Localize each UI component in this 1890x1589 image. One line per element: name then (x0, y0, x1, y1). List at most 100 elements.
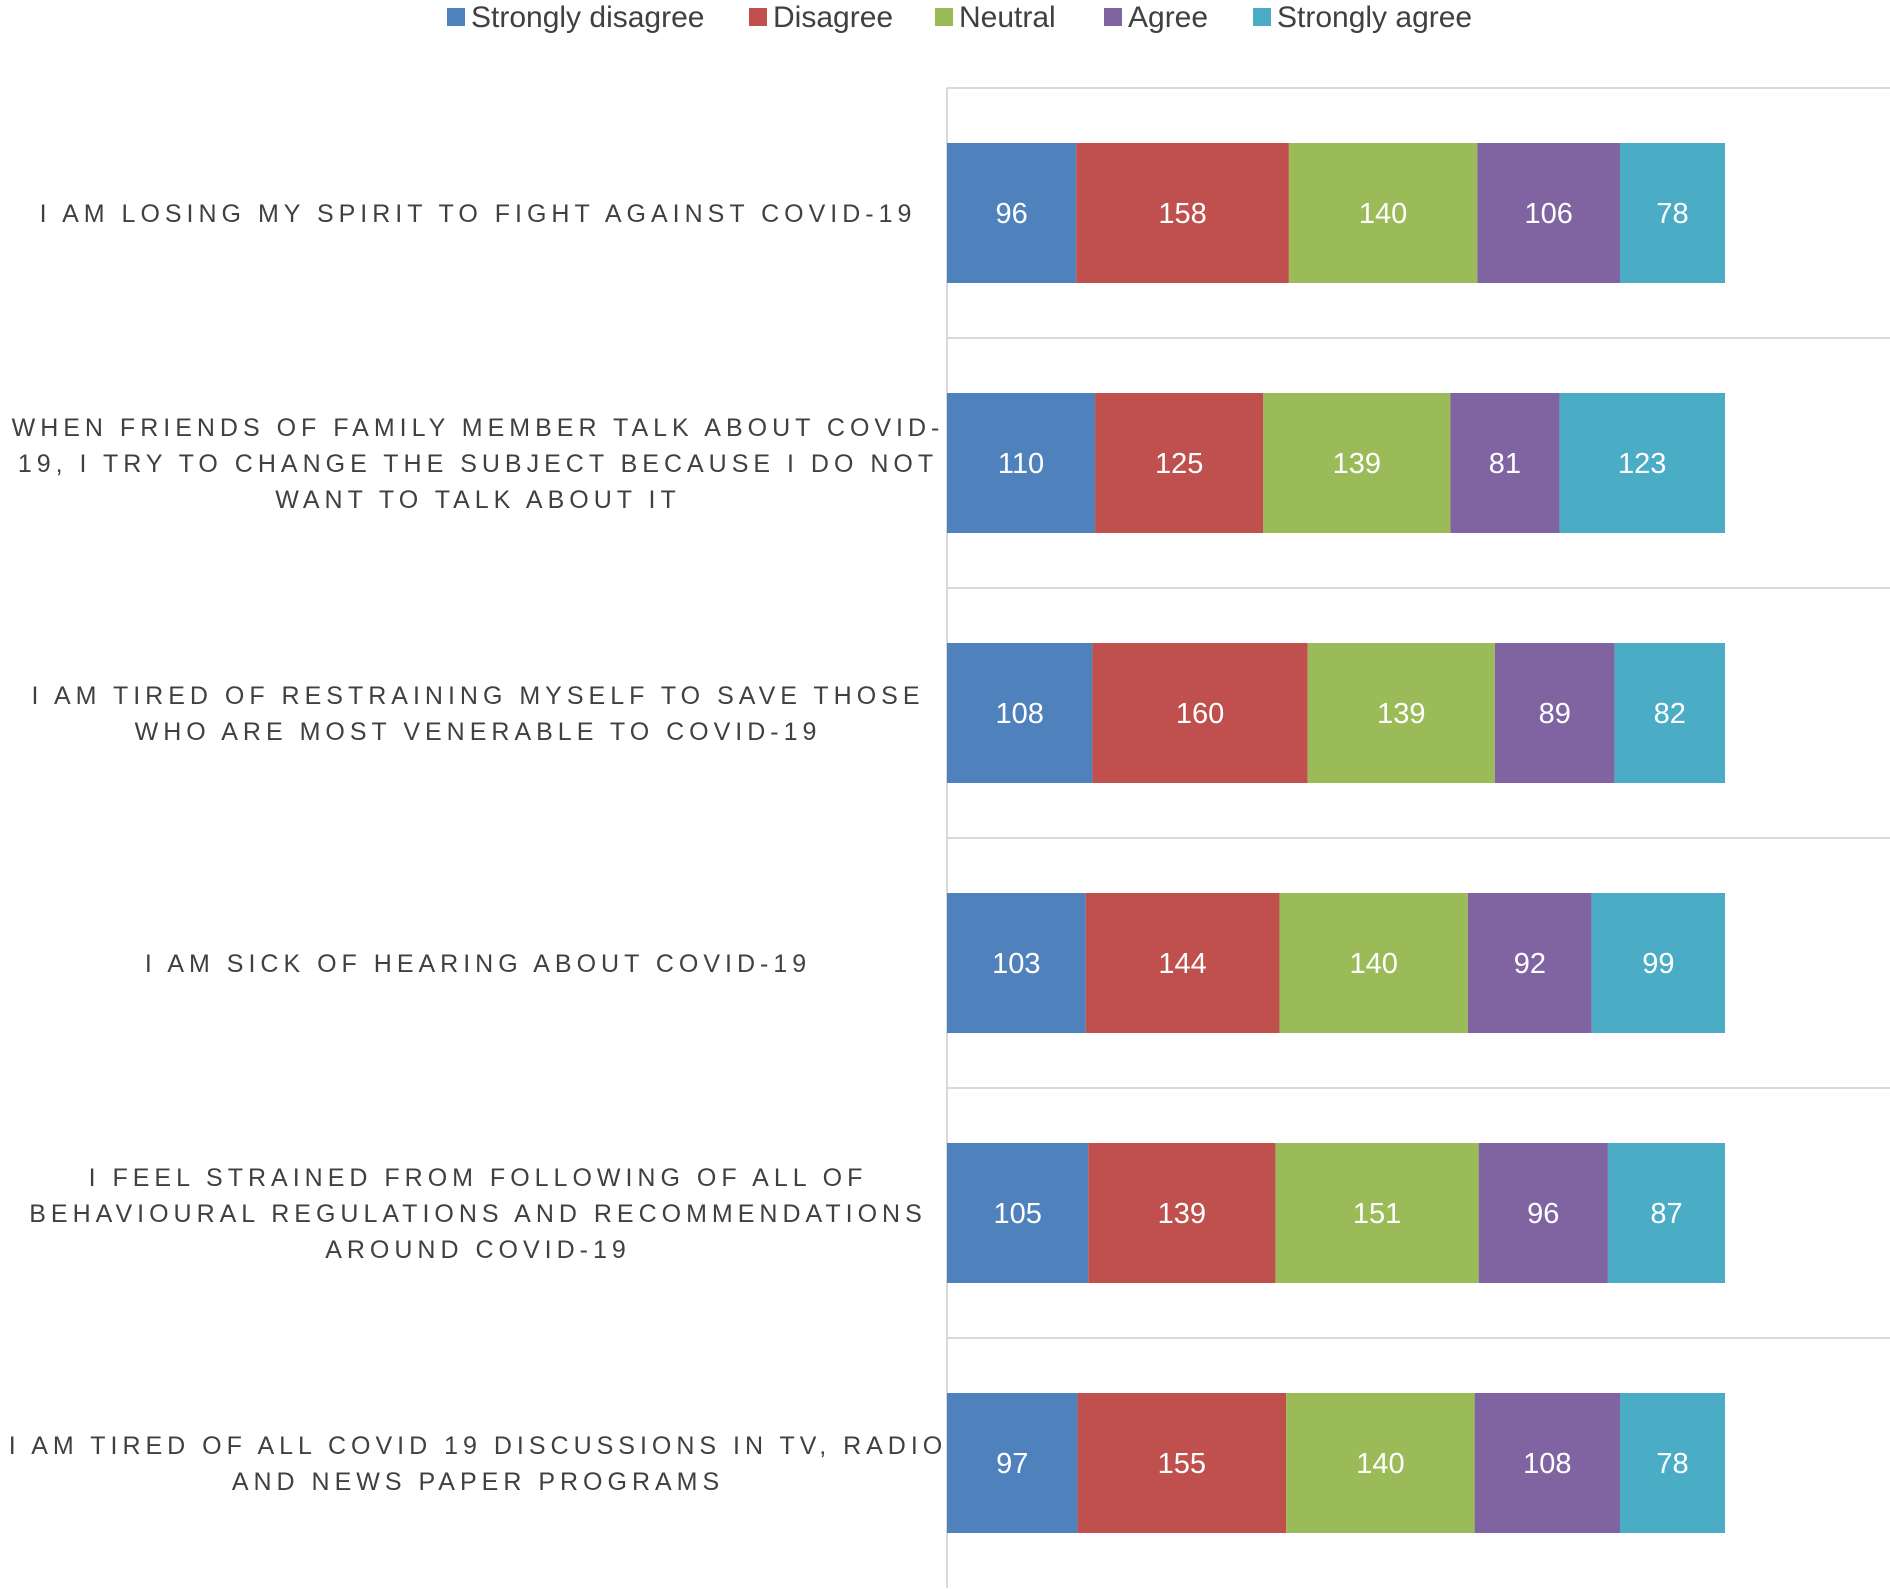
bar-row: 108 160 139 89 82 (947, 643, 1725, 783)
legend-swatch (1253, 8, 1271, 26)
data-label: 155 (1158, 1448, 1206, 1480)
legend-label: Agree (1128, 1, 1208, 34)
data-label: 139 (1333, 448, 1381, 480)
category-label-line: 19, I TRY TO CHANGE THE SUBJECT BECAUSE … (18, 450, 938, 478)
bar-row: 97 155 140 108 78 (947, 1393, 1725, 1533)
data-label: 140 (1359, 198, 1407, 230)
bar-segment (1607, 1143, 1725, 1283)
data-label: 151 (1353, 1198, 1401, 1230)
data-label: 140 (1349, 948, 1397, 980)
bar-segment (1591, 893, 1725, 1033)
data-label: 78 (1656, 1448, 1688, 1480)
data-label: 96 (995, 198, 1027, 230)
bar-segment (947, 143, 1077, 283)
data-label: 108 (995, 698, 1043, 730)
data-label: 123 (1618, 448, 1666, 480)
bar-segment (1279, 893, 1468, 1033)
bar-segment (1307, 643, 1495, 783)
data-label: 78 (1656, 198, 1688, 230)
bar-segment (1275, 1143, 1479, 1283)
data-label: 96 (1527, 1198, 1559, 1230)
bar-segment (1095, 393, 1264, 533)
category-label-line: I AM TIRED OF ALL COVID 19 DISCUSSIONS I… (9, 1432, 948, 1460)
legend-swatch (1104, 8, 1122, 26)
category-label: I AM TIRED OF ALL COVID 19 DISCUSSIONS I… (9, 1432, 948, 1496)
bar-segment (947, 643, 1093, 783)
data-label: 139 (1158, 1198, 1206, 1230)
data-label: 160 (1176, 698, 1224, 730)
category-label: I AM SICK OF HEARING ABOUT COVID-19 (145, 950, 811, 978)
bar-segment (1559, 393, 1725, 533)
category-label: I AM LOSING MY SPIRIT TO FIGHT AGAINST C… (40, 200, 917, 228)
data-label: 139 (1377, 698, 1425, 730)
category-label-line: WHO ARE MOST VENERABLE TO COVID-19 (135, 718, 822, 746)
data-label: 144 (1158, 948, 1206, 980)
legend-swatch (447, 8, 465, 26)
bar-segment (1450, 393, 1560, 533)
legend-label: Strongly agree (1277, 1, 1472, 34)
data-label: 140 (1356, 1448, 1404, 1480)
data-label: 110 (998, 448, 1044, 480)
bar-segment (1620, 143, 1725, 283)
data-label: 158 (1158, 198, 1206, 230)
legend-item: Agree (1104, 1, 1208, 34)
category-label-line: BEHAVIOURAL REGULATIONS AND RECOMMENDATI… (29, 1200, 927, 1228)
bar-segments: 96 158 140 106 78 110 125 139 81 123 108 160 139 89 82… (947, 143, 1725, 1533)
bar-row: 105 139 151 96 87 (947, 1143, 1725, 1283)
legend-swatch (749, 8, 767, 26)
category-label-line: I AM SICK OF HEARING ABOUT COVID-19 (145, 950, 811, 978)
bar-segment (1077, 1393, 1287, 1533)
data-label: 92 (1514, 948, 1546, 980)
bar-segment (1477, 143, 1621, 283)
category-label-line: I AM LOSING MY SPIRIT TO FIGHT AGAINST C… (40, 200, 917, 228)
category-label-line: AND NEWS PAPER PROGRAMS (232, 1468, 724, 1496)
data-label: 89 (1539, 698, 1571, 730)
category-labels: I AM LOSING MY SPIRIT TO FIGHT AGAINST C… (9, 200, 948, 1496)
legend-label: Disagree (773, 1, 893, 34)
category-label-line: AROUND COVID-19 (325, 1236, 631, 1264)
legend-item: Disagree (749, 1, 893, 34)
bar-segment (1494, 643, 1615, 783)
category-label-line: WANT TO TALK ABOUT IT (275, 486, 681, 514)
category-label-line: WHEN FRIENDS OF FAMILY MEMBER TALK ABOUT… (12, 414, 945, 442)
data-label: 103 (992, 948, 1040, 980)
legend-label: Strongly disagree (471, 1, 704, 34)
bar-row: 96 158 140 106 78 (947, 143, 1725, 283)
bar-segment (1288, 143, 1478, 283)
category-label: WHEN FRIENDS OF FAMILY MEMBER TALK ABOUT… (12, 414, 945, 514)
data-label: 87 (1650, 1198, 1682, 1230)
legend-item: Neutral (935, 1, 1056, 34)
legend: Strongly disagree Disagree Neutral Agree Str… (447, 1, 1472, 34)
data-label: 125 (1155, 448, 1203, 480)
data-label: 106 (1524, 198, 1572, 230)
legend-swatch (935, 8, 953, 26)
category-label: I FEEL STRAINED FROM FOLLOWING OF ALL OF… (29, 1164, 927, 1264)
bar-row: 103 144 140 92 99 (947, 893, 1725, 1033)
bar-row: 110 125 139 81 123 (947, 393, 1725, 533)
category-label-line: I AM TIRED OF RESTRAINING MYSELF TO SAVE… (31, 682, 924, 710)
bar-segment (1085, 893, 1280, 1033)
bar-segment (1614, 643, 1725, 783)
bar-segment (1474, 1393, 1621, 1533)
bar-segment (947, 1143, 1089, 1283)
bar-segment (947, 1393, 1078, 1533)
bar-segment (947, 393, 1096, 533)
data-label: 108 (1523, 1448, 1571, 1480)
legend-item: Strongly disagree (447, 1, 704, 34)
data-label: 81 (1489, 448, 1521, 480)
bar-segment (1263, 393, 1451, 533)
bar-segment (1620, 1393, 1725, 1533)
category-label-line: I FEEL STRAINED FROM FOLLOWING OF ALL OF (89, 1164, 868, 1192)
bar-segment (1088, 1143, 1276, 1283)
legend-label: Neutral (959, 1, 1056, 34)
data-label: 97 (996, 1448, 1028, 1480)
bar-segment (1467, 893, 1592, 1033)
bar-segment (1092, 643, 1308, 783)
data-label: 99 (1642, 948, 1674, 980)
data-label: 105 (993, 1198, 1041, 1230)
bar-segment (947, 893, 1086, 1033)
bar-segment (1286, 1393, 1475, 1533)
category-label: I AM TIRED OF RESTRAINING MYSELF TO SAVE… (31, 682, 924, 746)
bar-segment (1076, 143, 1289, 283)
